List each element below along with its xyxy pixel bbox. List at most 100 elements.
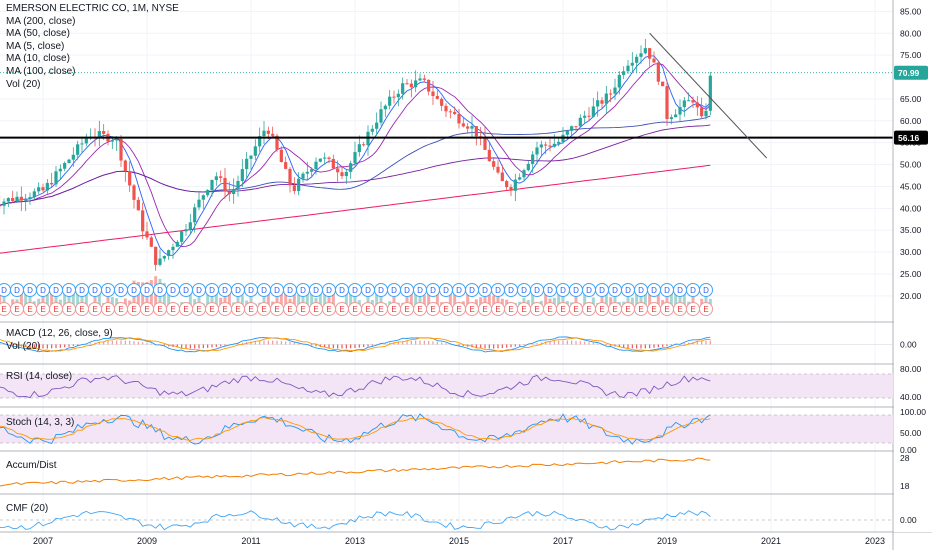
- candle-body: [648, 48, 652, 59]
- candle-body: [136, 199, 140, 211]
- time-axis: 2007 2009 2011 2013 2015 2017 2019 2021 2023: [33, 536, 885, 546]
- candle-body: [388, 96, 392, 106]
- candle-body: [678, 107, 682, 115]
- earnings-marker-label: E: [274, 305, 279, 314]
- candle-body: [28, 197, 32, 199]
- rsi-band: [0, 374, 893, 398]
- candle-body: [574, 126, 578, 128]
- stoch-label[interactable]: Stoch (14, 3, 3): [6, 417, 75, 428]
- candle-body: [557, 141, 561, 144]
- candle-body: [357, 144, 361, 153]
- dividend-marker-label: D: [560, 286, 566, 295]
- legend-ma50[interactable]: MA (50, close): [6, 28, 70, 40]
- price-tick-label: 50.00: [900, 160, 922, 170]
- candle-body: [587, 115, 591, 117]
- candle-body: [708, 75, 712, 111]
- macd-vol-label[interactable]: Vol (20): [6, 341, 41, 352]
- candle-body: [6, 198, 10, 202]
- candle-body: [84, 138, 88, 144]
- volume-bar: [639, 291, 643, 311]
- candle-body: [669, 117, 673, 120]
- candle-body: [314, 161, 318, 170]
- legend-ma10[interactable]: MA (10, close): [6, 53, 70, 65]
- volume-bar: [349, 287, 353, 311]
- volume-bar: [149, 280, 153, 311]
- candle-body: [639, 53, 643, 57]
- ma100-line: [0, 124, 711, 206]
- volume-bar: [275, 290, 279, 311]
- candle-body: [435, 96, 439, 99]
- legend-vol[interactable]: Vol (20): [6, 78, 41, 90]
- macd-label[interactable]: MACD (12, 26, close, 9): [6, 328, 113, 339]
- candle-body: [583, 115, 587, 118]
- earnings-marker-label: E: [131, 305, 136, 314]
- candle-body: [604, 93, 608, 104]
- stoch-tick-label: 50.00: [900, 428, 922, 438]
- volume-bar: [292, 293, 296, 311]
- candle-body: [128, 170, 132, 186]
- earnings-marker-label: E: [326, 305, 331, 314]
- volume-bar: [323, 291, 327, 311]
- candle-body: [687, 100, 691, 102]
- dividend-marker-label: D: [209, 286, 215, 295]
- support-badge: [894, 130, 928, 145]
- volume-bar: [379, 288, 383, 311]
- volume-bar: [648, 292, 652, 311]
- stoch-d-line: [0, 417, 711, 441]
- candle-body: [80, 143, 84, 145]
- accum-label[interactable]: Accum/Dist: [6, 460, 57, 471]
- earnings-marker-label: E: [352, 305, 357, 314]
- volume-bar: [544, 287, 548, 311]
- candle-body: [232, 188, 236, 194]
- candle-body: [474, 126, 478, 137]
- year-tick-label: 2015: [449, 536, 469, 546]
- candle-body: [154, 246, 158, 265]
- candle-body: [175, 241, 179, 247]
- candle-body: [227, 191, 231, 194]
- candle-body: [19, 196, 23, 201]
- legend-ma100[interactable]: MA (100, close): [6, 65, 76, 77]
- earnings-marker-label: E: [456, 305, 461, 314]
- candle-body: [219, 176, 223, 178]
- volume-bar: [466, 293, 470, 311]
- candle-body: [375, 122, 379, 129]
- dividend-marker-label: D: [196, 286, 202, 295]
- candle-body: [188, 222, 192, 230]
- candle-body: [340, 172, 344, 177]
- dividend-marker-label: D: [66, 286, 72, 295]
- candle-body: [453, 111, 457, 115]
- rsi-label[interactable]: RSI (14, close): [6, 371, 73, 382]
- volume-bar: [331, 287, 335, 311]
- cmf-label[interactable]: CMF (20): [6, 503, 49, 514]
- rsi-tick-label: 80.00: [900, 364, 922, 374]
- macd-signal-line: [0, 337, 711, 352]
- accum-tick-label: 28: [900, 453, 910, 463]
- earnings-marker-label: E: [313, 305, 318, 314]
- dividend-marker-label: D: [612, 286, 618, 295]
- year-tick-label: 2019: [657, 536, 677, 546]
- candle-body: [383, 105, 387, 110]
- earnings-marker-label: E: [625, 305, 630, 314]
- volume-bar: [19, 290, 23, 311]
- candle-body: [401, 83, 405, 94]
- candle-body: [665, 86, 669, 120]
- candle-body: [466, 126, 470, 129]
- earnings-marker-label: E: [560, 305, 565, 314]
- dividend-marker-label: D: [599, 286, 605, 295]
- year-tick-label: 2023: [865, 536, 885, 546]
- legend-ma5[interactable]: MA (5, close): [6, 40, 65, 52]
- dividend-marker-label: D: [651, 286, 657, 295]
- dividend-marker-label: D: [677, 286, 683, 295]
- dividend-marker-label: D: [690, 286, 696, 295]
- dividend-marker-label: D: [339, 286, 345, 295]
- candle-body: [253, 146, 257, 156]
- candle-body: [206, 189, 210, 196]
- earnings-marker: [699, 302, 713, 316]
- legend-ma200[interactable]: MA (200, close): [6, 15, 76, 27]
- price-tick-label: 85.00: [900, 6, 922, 16]
- candle-body: [193, 207, 197, 223]
- earnings-marker-label: E: [287, 305, 292, 314]
- candle-body: [119, 138, 123, 161]
- candle-body: [15, 196, 19, 202]
